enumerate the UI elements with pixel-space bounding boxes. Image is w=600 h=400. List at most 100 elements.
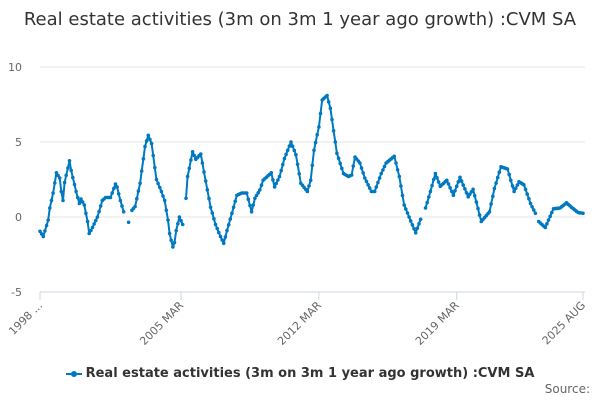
data-point	[217, 230, 221, 235]
data-point	[381, 168, 385, 172]
data-point	[207, 196, 211, 201]
data-point	[202, 170, 206, 174]
data-point	[82, 203, 87, 207]
data-point	[330, 117, 334, 122]
data-point	[200, 161, 205, 165]
data-point	[325, 93, 329, 98]
data-point	[248, 203, 252, 208]
data-point	[459, 179, 464, 183]
data-point	[89, 228, 93, 233]
data-point	[120, 204, 124, 208]
data-point	[148, 137, 152, 142]
data-point	[64, 173, 68, 178]
data-point	[509, 178, 513, 183]
data-point	[41, 234, 46, 239]
data-point	[48, 206, 52, 210]
data-point	[550, 210, 554, 215]
data-point	[281, 162, 285, 167]
data-point	[435, 176, 439, 180]
data-point	[372, 189, 377, 194]
data-point	[213, 222, 218, 227]
data-point	[220, 238, 224, 242]
data-point	[215, 226, 219, 231]
series-path	[185, 94, 422, 245]
data-point	[169, 238, 173, 243]
data-point	[505, 167, 510, 171]
data-point	[527, 197, 531, 201]
data-point	[454, 184, 459, 189]
x-tick-label: 2025 AUG	[540, 299, 589, 348]
gridlines	[40, 66, 585, 218]
data-point	[205, 188, 210, 192]
data-point	[249, 210, 254, 214]
data-point	[464, 191, 469, 195]
data-point	[174, 228, 178, 233]
data-point	[244, 191, 249, 195]
x-tick-label: 2012 MAR	[275, 299, 324, 348]
data-point	[405, 211, 410, 215]
data-point	[491, 194, 495, 199]
data-point	[458, 175, 462, 180]
data-point	[218, 234, 223, 239]
data-point	[187, 166, 192, 171]
data-point	[151, 153, 155, 158]
data-point	[477, 213, 482, 217]
data-point	[402, 203, 407, 207]
data-point	[94, 218, 98, 223]
data-point	[230, 211, 234, 216]
data-point	[221, 241, 226, 246]
data-point	[523, 187, 528, 192]
data-point	[581, 211, 585, 216]
y-tick-label: 10	[8, 61, 22, 74]
data-point	[297, 172, 302, 176]
data-point	[95, 215, 100, 219]
data-point	[162, 198, 167, 203]
data-point	[528, 201, 533, 206]
data-point	[463, 187, 467, 191]
legend[interactable]: Real estate activities (3m on 3m 1 year …	[0, 366, 600, 381]
data-point	[66, 166, 70, 170]
data-point	[133, 204, 137, 209]
data-point	[335, 151, 339, 156]
data-point	[471, 187, 475, 192]
data-point	[126, 220, 131, 225]
data-point	[199, 152, 203, 156]
data-point	[487, 210, 492, 214]
data-point	[366, 183, 370, 187]
data-point	[108, 195, 113, 200]
data-point	[276, 178, 280, 182]
data-point	[361, 171, 366, 175]
data-point	[274, 181, 279, 186]
data-point	[545, 222, 549, 226]
data-point	[90, 225, 95, 230]
legend-line-marker-icon	[65, 370, 82, 377]
data-point	[451, 193, 456, 198]
data-point	[271, 178, 275, 182]
data-point	[351, 164, 356, 168]
data-point	[166, 218, 170, 222]
data-point	[394, 161, 398, 165]
data-point	[377, 176, 382, 180]
data-point	[84, 211, 88, 216]
data-point	[158, 185, 162, 190]
data-point	[445, 178, 449, 183]
data-point	[507, 172, 512, 177]
data-point	[139, 169, 144, 173]
data-point	[430, 183, 434, 188]
data-point	[407, 215, 411, 219]
data-point	[38, 229, 42, 234]
data-point	[254, 193, 259, 198]
data-point	[146, 133, 151, 138]
data-point	[448, 186, 452, 190]
data-point	[54, 171, 59, 175]
data-point	[312, 148, 316, 153]
data-point	[532, 208, 536, 212]
data-point	[85, 219, 90, 224]
data-point	[340, 166, 344, 171]
data-point	[308, 178, 313, 183]
data-point	[431, 177, 436, 182]
data-point	[513, 186, 518, 191]
data-point	[149, 141, 154, 146]
data-point	[349, 173, 354, 177]
data-point	[189, 158, 193, 162]
